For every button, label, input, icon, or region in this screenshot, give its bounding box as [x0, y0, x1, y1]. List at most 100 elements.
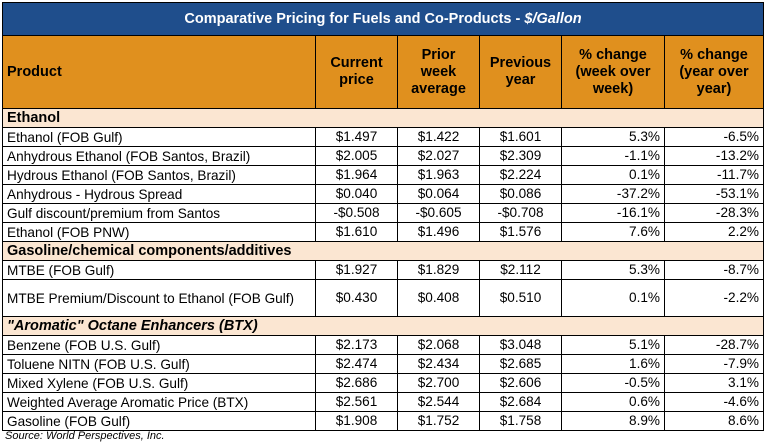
table-body: Ethanol Ethanol (FOB Gulf) $1.497 $1.422 $1.… — [2, 108, 764, 431]
cell-previous-year: $1.601 — [479, 127, 562, 147]
cell-prior-week: $2.544 — [397, 392, 480, 412]
cell-current-price: $2.561 — [315, 392, 398, 412]
cell-pct-year: 3.1% — [664, 373, 764, 393]
cell-product: Ethanol (FOB PNW) — [2, 222, 316, 242]
cell-prior-week: $0.064 — [397, 184, 480, 204]
table-row: Benzene (FOB U.S. Gulf) $2.173 $2.068 $3.04… — [2, 335, 764, 355]
cell-pct-week: 0.1% — [561, 279, 665, 317]
header-previous-year: Previous year — [479, 35, 562, 109]
cell-pct-week: -16.1% — [561, 203, 665, 223]
cell-previous-year: $1.758 — [479, 411, 562, 431]
table-row: Weighted Average Aromatic Price (BTX) $2.… — [2, 392, 764, 412]
cell-previous-year: $2.309 — [479, 146, 562, 166]
cell-product: Hydrous Ethanol (FOB Santos, Brazil) — [2, 165, 316, 185]
header-pct-week: % change (week over week) — [561, 35, 665, 109]
cell-product: Ethanol (FOB Gulf) — [2, 127, 316, 147]
section-row: Gasoline/chemical components/additives — [2, 241, 764, 261]
table-row: Anhydrous Ethanol (FOB Santos, Brazil) $2… — [2, 146, 764, 166]
cell-pct-year: 2.2% — [664, 222, 764, 242]
cell-pct-year: -7.9% — [664, 354, 764, 374]
cell-pct-year: -28.7% — [664, 335, 764, 355]
cell-prior-week: $2.068 — [397, 335, 480, 355]
cell-pct-year: -28.3% — [664, 203, 764, 223]
cell-current-price: $1.610 — [315, 222, 398, 242]
cell-product: Gulf discount/premium from Santos — [2, 203, 316, 223]
cell-product: Weighted Average Aromatic Price (BTX) — [2, 392, 316, 412]
table-row: Gulf discount/premium from Santos -$0.508… — [2, 203, 764, 223]
cell-pct-week: 0.6% — [561, 392, 665, 412]
cell-prior-week: $1.829 — [397, 260, 480, 280]
cell-prior-week: $1.752 — [397, 411, 480, 431]
cell-pct-week: 1.6% — [561, 354, 665, 374]
cell-pct-week: -0.5% — [561, 373, 665, 393]
cell-product: Toluene NITN (FOB U.S. Gulf) — [2, 354, 316, 374]
cell-prior-week: $2.434 — [397, 354, 480, 374]
header-pct-year: % change (year over year) — [664, 35, 764, 109]
cell-current-price: -$0.508 — [315, 203, 398, 223]
cell-previous-year: $3.048 — [479, 335, 562, 355]
cell-prior-week: -$0.605 — [397, 203, 480, 223]
table-title-main: Comparative Pricing for Fuels and Co-Pro… — [184, 11, 525, 27]
cell-current-price: $2.005 — [315, 146, 398, 166]
source-note: Source: World Perspectives, Inc. — [5, 430, 165, 442]
cell-previous-year: $2.684 — [479, 392, 562, 412]
cell-previous-year: $2.224 — [479, 165, 562, 185]
cell-current-price: $0.430 — [315, 279, 398, 317]
cell-pct-week: 8.9% — [561, 411, 665, 431]
cell-previous-year: $2.606 — [479, 373, 562, 393]
cell-pct-year: -11.7% — [664, 165, 764, 185]
cell-prior-week: $1.496 — [397, 222, 480, 242]
table-row: Mixed Xylene (FOB U.S. Gulf) $2.686 $2.700… — [2, 373, 764, 393]
title-row: Comparative Pricing for Fuels and Co-Pro… — [2, 2, 764, 36]
cell-previous-year: $0.086 — [479, 184, 562, 204]
cell-pct-week: 7.6% — [561, 222, 665, 242]
section-row: Ethanol — [2, 108, 764, 128]
table-row: Ethanol (FOB PNW) $1.610 $1.496 $1.576 7.6% 2… — [2, 222, 764, 242]
cell-product: Anhydrous - Hydrous Spread — [2, 184, 316, 204]
cell-current-price: $2.686 — [315, 373, 398, 393]
cell-previous-year: $2.112 — [479, 260, 562, 280]
cell-pct-week: 0.1% — [561, 165, 665, 185]
cell-current-price: $1.908 — [315, 411, 398, 431]
cell-pct-year: -53.1% — [664, 184, 764, 204]
cell-pct-year: -8.7% — [664, 260, 764, 280]
section-row: "Aromatic" Octane Enhancers (BTX) — [2, 316, 764, 336]
cell-pct-year: -13.2% — [664, 146, 764, 166]
cell-pct-week: 5.1% — [561, 335, 665, 355]
cell-product: Mixed Xylene (FOB U.S. Gulf) — [2, 373, 316, 393]
table-row: MTBE Premium/Discount to Ethanol (FOB Gu… — [2, 279, 764, 317]
cell-pct-year: -6.5% — [664, 127, 764, 147]
cell-current-price: $2.173 — [315, 335, 398, 355]
cell-product: MTBE Premium/Discount to Ethanol (FOB Gu… — [2, 279, 316, 317]
cell-current-price: $0.040 — [315, 184, 398, 204]
pricing-table: Comparative Pricing for Fuels and Co-Pro… — [2, 2, 764, 431]
table-row: Ethanol (FOB Gulf) $1.497 $1.422 $1.601 5.3%… — [2, 127, 764, 147]
table-row: Anhydrous - Hydrous Spread $0.040 $0.064 $0… — [2, 184, 764, 204]
cell-pct-week: -37.2% — [561, 184, 665, 204]
cell-product: Anhydrous Ethanol (FOB Santos, Brazil) — [2, 146, 316, 166]
cell-pct-week: -1.1% — [561, 146, 665, 166]
header-row: Product Current price Prior week average… — [2, 35, 764, 109]
cell-previous-year: $0.510 — [479, 279, 562, 317]
cell-current-price: $1.964 — [315, 165, 398, 185]
cell-previous-year: -$0.708 — [479, 203, 562, 223]
table-row: Hydrous Ethanol (FOB Santos, Brazil) $1.9… — [2, 165, 764, 185]
cell-pct-year: 8.6% — [664, 411, 764, 431]
table-title-unit: $/Gallon — [524, 11, 582, 27]
cell-prior-week: $2.700 — [397, 373, 480, 393]
cell-product: Gasoline (FOB Gulf) — [2, 411, 316, 431]
cell-current-price: $1.497 — [315, 127, 398, 147]
cell-prior-week: $1.422 — [397, 127, 480, 147]
cell-previous-year: $1.576 — [479, 222, 562, 242]
section-title: "Aromatic" Octane Enhancers (BTX) — [2, 316, 764, 336]
cell-pct-week: 5.3% — [561, 127, 665, 147]
cell-prior-week: $0.408 — [397, 279, 480, 317]
cell-pct-week: 5.3% — [561, 260, 665, 280]
cell-current-price: $1.927 — [315, 260, 398, 280]
table-row: Toluene NITN (FOB U.S. Gulf) $2.474 $2.434… — [2, 354, 764, 374]
header-current-price: Current price — [315, 35, 398, 109]
section-title: Gasoline/chemical components/additives — [2, 241, 764, 261]
cell-product: Benzene (FOB U.S. Gulf) — [2, 335, 316, 355]
table-row: MTBE (FOB Gulf) $1.927 $1.829 $2.112 5.3% -8.… — [2, 260, 764, 280]
